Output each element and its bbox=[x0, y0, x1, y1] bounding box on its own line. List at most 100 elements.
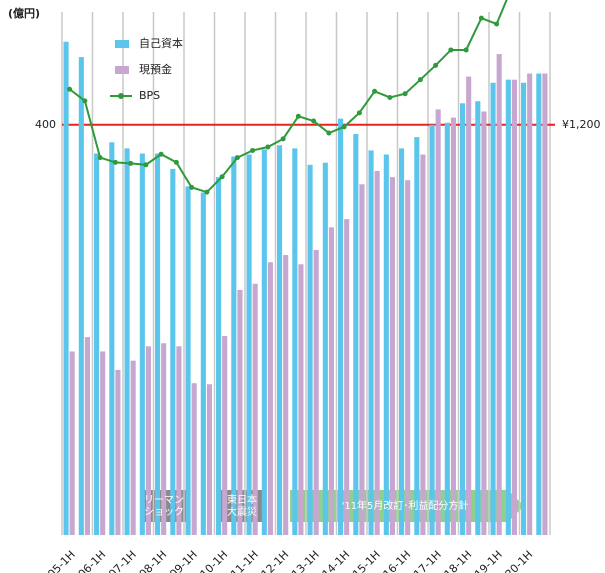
bar bbox=[353, 134, 359, 536]
annotation: '11年5月改訂･利益配分方針 bbox=[342, 499, 469, 512]
bar bbox=[155, 153, 161, 536]
x-tick-label: 20-1H bbox=[503, 548, 536, 573]
line-point bbox=[295, 113, 301, 119]
annotation: リーマンショック bbox=[144, 495, 184, 518]
bar bbox=[338, 118, 344, 536]
bar bbox=[216, 177, 222, 535]
bar bbox=[94, 153, 100, 536]
bar bbox=[292, 148, 298, 535]
legend-label: 自己資本 bbox=[139, 36, 183, 50]
bar bbox=[475, 101, 481, 535]
legend-swatch bbox=[115, 66, 129, 74]
bar bbox=[414, 137, 420, 535]
line-point bbox=[97, 155, 103, 161]
line-point bbox=[448, 47, 454, 53]
bar bbox=[231, 156, 237, 535]
bar bbox=[115, 369, 121, 535]
line-point bbox=[112, 159, 118, 165]
x-tick-label: 11-1H bbox=[228, 548, 261, 573]
bar bbox=[298, 264, 304, 535]
line-point bbox=[265, 144, 271, 150]
bar bbox=[277, 145, 283, 535]
bar bbox=[536, 73, 542, 535]
bar bbox=[261, 149, 267, 535]
bar bbox=[283, 255, 289, 535]
bar bbox=[496, 54, 502, 535]
legend-label: BPS bbox=[139, 89, 160, 102]
bar bbox=[527, 73, 533, 535]
x-tick-label: 12-1H bbox=[259, 548, 292, 573]
bar bbox=[130, 360, 136, 535]
bar bbox=[252, 283, 258, 535]
y-axis-label: (億円) bbox=[8, 6, 40, 20]
bar bbox=[420, 154, 426, 535]
bar bbox=[200, 192, 206, 535]
line-point bbox=[356, 110, 362, 116]
bar bbox=[444, 122, 450, 536]
bar bbox=[490, 82, 496, 536]
y-tick-label: 400 bbox=[35, 118, 56, 131]
line-point bbox=[402, 91, 408, 97]
bar bbox=[237, 289, 243, 535]
bar bbox=[139, 153, 145, 536]
bar bbox=[145, 346, 151, 535]
bar bbox=[185, 186, 191, 536]
bar bbox=[100, 351, 106, 535]
bar bbox=[374, 170, 380, 535]
legend-label: 現預金 bbox=[139, 62, 172, 76]
x-tick-label: 16-1H bbox=[381, 548, 414, 573]
bar bbox=[450, 117, 456, 535]
line-point bbox=[67, 86, 73, 92]
x-tick-label: 17-1H bbox=[411, 548, 444, 573]
bar bbox=[429, 124, 435, 535]
bar bbox=[328, 227, 334, 535]
line-point bbox=[372, 88, 378, 94]
bar bbox=[359, 184, 365, 535]
bar bbox=[84, 337, 90, 535]
bar bbox=[383, 154, 389, 535]
x-tick-label: 05-1H bbox=[45, 548, 78, 573]
bar bbox=[69, 351, 75, 535]
x-tick-label: 14-1H bbox=[320, 548, 353, 573]
line-point bbox=[433, 62, 439, 68]
bar bbox=[505, 79, 511, 536]
line-point bbox=[234, 155, 240, 161]
bar bbox=[78, 57, 84, 535]
line-point bbox=[463, 47, 469, 53]
x-tick-label: 10-1H bbox=[198, 548, 231, 573]
bar bbox=[191, 383, 197, 535]
bar bbox=[435, 109, 441, 535]
line-point bbox=[417, 77, 423, 83]
bar bbox=[161, 343, 167, 535]
x-tick-label: 18-1H bbox=[442, 548, 475, 573]
line-point bbox=[341, 124, 347, 130]
x-tick-label: 19-1H bbox=[472, 548, 505, 573]
bar bbox=[170, 168, 176, 535]
bar bbox=[307, 164, 313, 535]
x-tick-label: 06-1H bbox=[76, 548, 109, 573]
bar bbox=[542, 73, 548, 535]
legend-swatch bbox=[115, 40, 129, 48]
line-point bbox=[494, 21, 500, 27]
x-tick-label: 09-1H bbox=[167, 548, 200, 573]
bar bbox=[63, 41, 69, 535]
bar bbox=[206, 384, 212, 535]
line bbox=[69, 0, 508, 194]
y2-tick-label: ¥1,200 bbox=[562, 118, 601, 131]
line-point bbox=[158, 151, 164, 157]
bar bbox=[405, 180, 411, 535]
bar bbox=[399, 148, 405, 535]
bar bbox=[460, 103, 466, 536]
line-point bbox=[250, 147, 256, 153]
line-point bbox=[478, 15, 484, 21]
bar bbox=[466, 76, 472, 535]
bar bbox=[109, 142, 115, 536]
line-point bbox=[219, 174, 225, 180]
bar bbox=[344, 219, 350, 535]
line-point bbox=[204, 189, 210, 195]
line-point bbox=[143, 162, 149, 168]
line-point bbox=[128, 160, 134, 166]
x-tick-label: 15-1H bbox=[350, 548, 383, 573]
bar bbox=[246, 154, 252, 535]
